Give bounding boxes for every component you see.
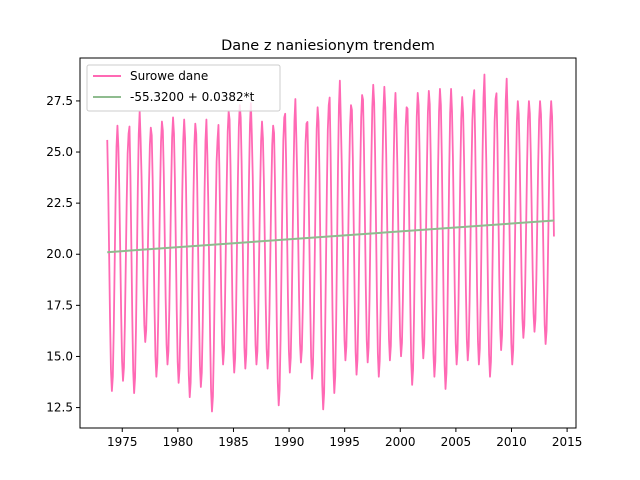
x-tick-label: 1985 bbox=[218, 435, 249, 449]
x-tick-label: 1995 bbox=[329, 435, 360, 449]
x-tick-label: 1975 bbox=[107, 435, 138, 449]
x-tick-label: 1990 bbox=[274, 435, 305, 449]
y-tick-label: 20.0 bbox=[46, 247, 73, 261]
y-axis: 12.5 15.0 17.5 20.0 22.5 25.0 27.5 bbox=[46, 94, 80, 415]
x-axis: 1975 1980 1985 1990 1995 2000 2005 2010 2015 bbox=[107, 428, 582, 449]
x-tick-label: 2015 bbox=[552, 435, 583, 449]
y-tick-label: 27.5 bbox=[46, 94, 73, 108]
plot-area bbox=[106, 73, 555, 413]
plot-frame bbox=[79, 57, 577, 429]
chart-title: Dane z naniesionym trendem bbox=[221, 38, 435, 54]
legend-label-raw: Surowe dane bbox=[130, 69, 208, 83]
y-tick-label: 17.5 bbox=[46, 298, 73, 312]
y-tick-label: 12.5 bbox=[46, 401, 73, 415]
legend-label-trend: -55.3200 + 0.0382*t bbox=[130, 90, 255, 104]
y-tick-label: 25.0 bbox=[46, 145, 73, 159]
series-raw-line bbox=[106, 73, 555, 413]
legend: Surowe dane -55.3200 + 0.0382*t bbox=[86, 64, 281, 112]
series-trend-line bbox=[107, 219, 555, 254]
y-tick-label: 22.5 bbox=[46, 196, 73, 210]
legend-box bbox=[86, 64, 281, 112]
x-tick-label: 2010 bbox=[496, 435, 527, 449]
y-tick-label: 15.0 bbox=[46, 349, 73, 363]
x-tick-label: 2005 bbox=[441, 435, 472, 449]
x-tick-label: 1980 bbox=[163, 435, 194, 449]
x-tick-label: 2000 bbox=[385, 435, 416, 449]
